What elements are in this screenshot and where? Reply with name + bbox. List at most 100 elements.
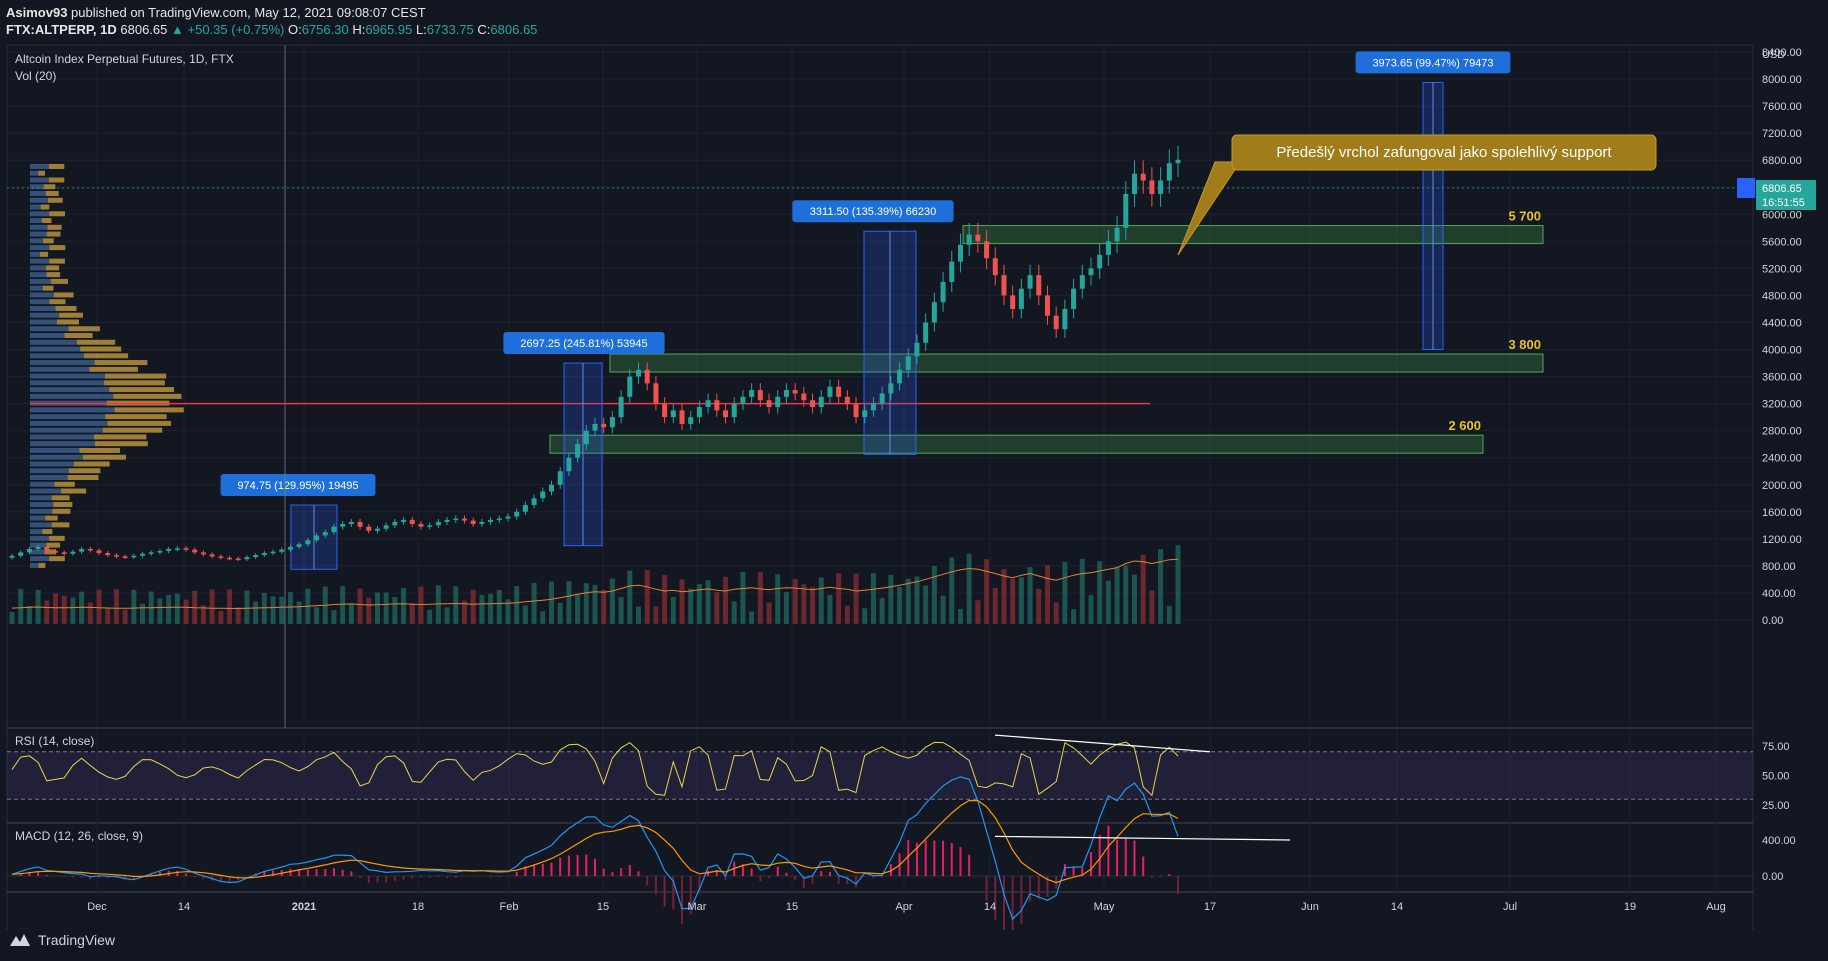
high-value: 6965.95: [365, 22, 413, 37]
macd-histogram-bar: [1098, 834, 1101, 876]
profile-bar-value-area: [30, 211, 50, 217]
chart-canvas[interactable]: 5 700 3 800 2 600 974.75 (129.95%) 19495 26…: [0, 40, 1828, 930]
candle-body: [749, 390, 755, 397]
last-price-tag: [1756, 180, 1816, 210]
volume-bar: [775, 574, 781, 624]
candle-body: [1166, 163, 1172, 181]
volume-bar: [1131, 574, 1137, 624]
volume-bar: [957, 608, 963, 624]
volume-bar: [70, 597, 76, 624]
macd-histogram-bar: [402, 876, 405, 880]
volume-bar: [44, 600, 50, 624]
price-tick-label: 6000.00: [1762, 209, 1802, 221]
candle-body: [575, 444, 581, 458]
volume-bar: [810, 587, 816, 624]
profile-bar-volume: [49, 556, 65, 562]
volume-bar: [18, 588, 24, 624]
candle-body: [1001, 275, 1007, 296]
profile-bar-volume: [49, 535, 65, 541]
profile-bar-volume: [39, 251, 49, 257]
macd-histogram-bar: [1037, 876, 1040, 899]
tradingview-brand[interactable]: TradingView: [8, 932, 115, 948]
volume-bar: [235, 607, 241, 624]
macd-histogram-bar: [1002, 876, 1005, 930]
candle-body: [766, 400, 772, 407]
profile-bar-volume: [109, 387, 174, 393]
profile-bar-value-area: [30, 562, 39, 568]
candle-body: [427, 525, 433, 527]
volume-bar: [401, 588, 407, 624]
macd-histogram-bar: [306, 869, 309, 876]
candle-body: [192, 549, 198, 553]
candle-body: [1088, 268, 1094, 276]
profile-bar-value-area: [30, 312, 60, 318]
volume-bar: [470, 589, 476, 624]
macd-histogram-bar: [620, 868, 623, 876]
candle-body: [296, 544, 302, 547]
candle-body: [183, 548, 189, 550]
volume-profile: [30, 163, 1150, 568]
profile-bar-volume: [50, 278, 68, 284]
volume-bar: [166, 594, 172, 624]
alert-marker[interactable]: [1737, 178, 1755, 198]
macd-histogram-bar: [759, 876, 762, 882]
profile-bar-value-area: [30, 434, 95, 440]
candle-body: [392, 521, 398, 526]
candle-body: [244, 557, 250, 560]
volume-bar: [140, 603, 146, 624]
volume-bar: [740, 571, 746, 624]
profile-bar-volume: [46, 231, 61, 237]
profile-bar-volume: [94, 434, 147, 440]
volume-bar: [931, 565, 937, 624]
candle-body: [844, 396, 850, 404]
macd-label: MACD (12, 26, close, 9): [15, 829, 143, 843]
volume-bar: [444, 607, 450, 624]
volume-bars: [9, 545, 1181, 624]
macd-histogram-bar: [602, 868, 605, 876]
close-label: C:: [477, 22, 491, 37]
profile-bar-volume: [82, 454, 127, 460]
candle-body: [261, 553, 267, 556]
candle-body: [609, 417, 615, 428]
candle-body: [331, 526, 337, 533]
candle-body: [731, 403, 737, 418]
macd-histogram-bar: [1150, 876, 1153, 878]
candle-body: [992, 258, 998, 276]
profile-bar-volume: [60, 488, 87, 494]
macd-tick-label: 400.00: [1762, 835, 1796, 847]
author-name[interactable]: Asimov93: [6, 5, 68, 20]
volume-bar: [749, 611, 755, 624]
volume-bar: [357, 588, 363, 624]
profile-bar-value-area: [30, 299, 50, 305]
open-label: O:: [287, 22, 302, 37]
time-tick-label: Apr: [895, 901, 912, 913]
macd-histogram-bar: [924, 840, 927, 876]
profile-bar-value-area: [30, 549, 45, 555]
volume-bar: [418, 586, 424, 624]
volume-bar: [1140, 554, 1146, 624]
volume-bar: [105, 608, 111, 624]
profile-bar-value-area: [30, 326, 69, 332]
publish-info: Asimov93 published on TradingView.com, M…: [6, 4, 537, 38]
candle-body: [496, 518, 502, 521]
time-tick-label: 19: [1624, 901, 1636, 913]
profile-bar-volume: [42, 529, 53, 535]
volume-bar: [157, 598, 163, 624]
profile-bar-volume: [49, 245, 66, 251]
candle-body: [1175, 159, 1181, 164]
volume-bar: [96, 589, 102, 624]
profile-bar-value-area: [30, 218, 42, 224]
profile-bar-value-area: [30, 393, 114, 399]
macd-histogram-bar: [550, 862, 553, 876]
macd-histogram-bar: [28, 871, 31, 876]
candle-body: [409, 519, 415, 524]
profile-bar-value-area: [30, 245, 50, 251]
macd-histogram-bar: [489, 876, 492, 877]
profile-bar-value-area: [30, 502, 54, 508]
candle-body: [957, 244, 963, 262]
macd-histogram-bar: [193, 876, 196, 878]
profile-bar-value-area: [30, 163, 49, 169]
callout-box[interactable]: [1231, 134, 1657, 171]
volume-bar: [1010, 578, 1016, 624]
macd-histogram-bar: [98, 876, 101, 879]
